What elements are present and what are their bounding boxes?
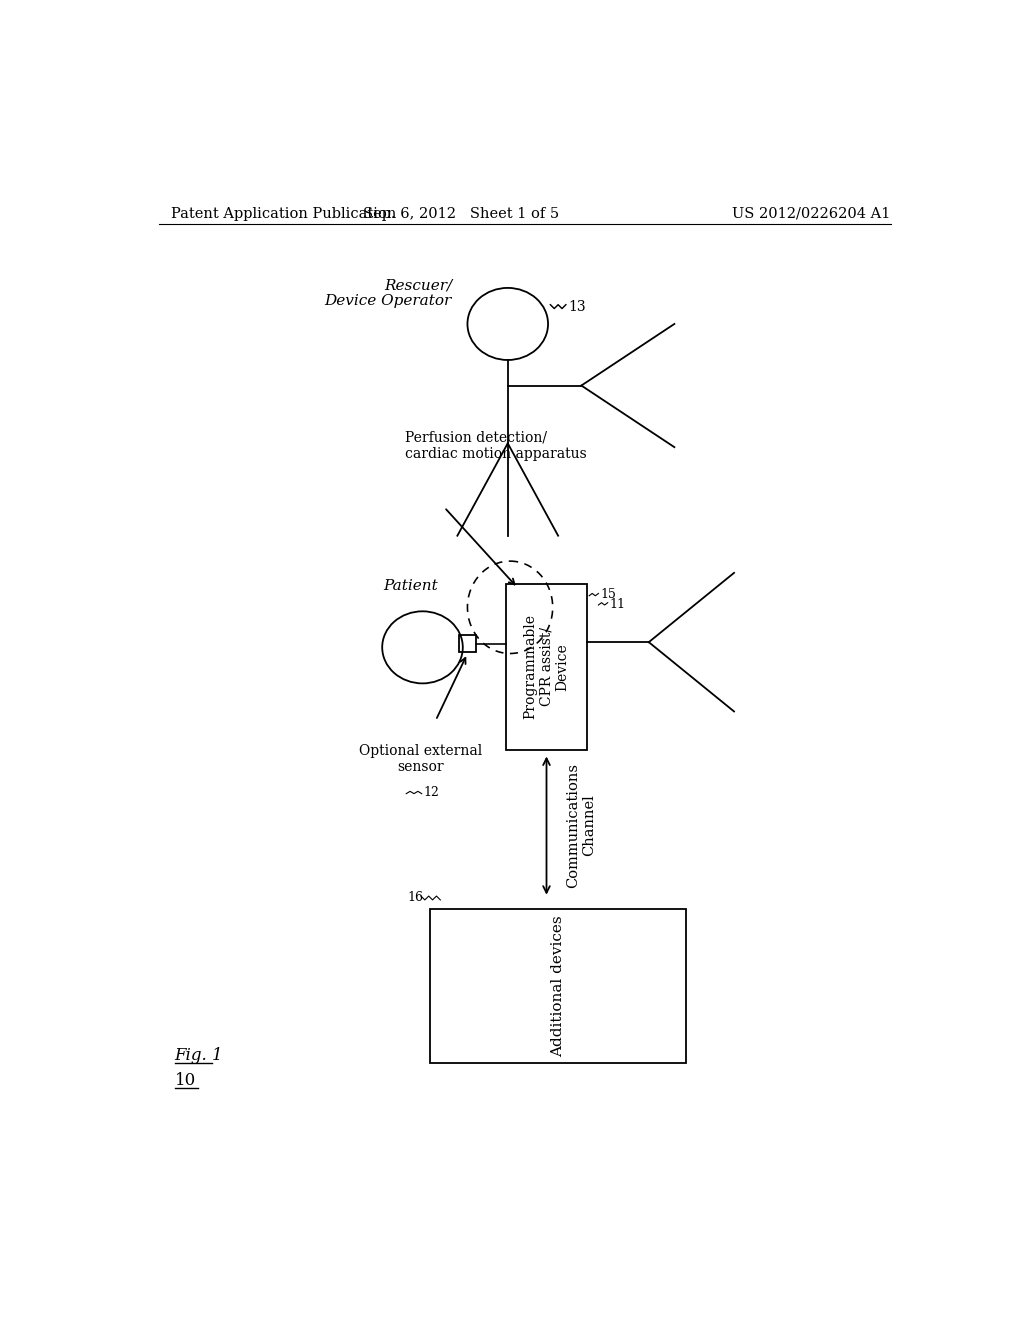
Text: Communications
Channel: Communications Channel [566, 763, 596, 888]
Text: 16: 16 [407, 891, 423, 904]
Text: Sep. 6, 2012   Sheet 1 of 5: Sep. 6, 2012 Sheet 1 of 5 [364, 207, 559, 220]
Text: Perfusion detection/
cardiac motion apparatus: Perfusion detection/ cardiac motion appa… [406, 430, 587, 461]
Text: Patient: Patient [384, 578, 438, 593]
Text: 15: 15 [600, 589, 615, 602]
Text: 13: 13 [568, 300, 586, 314]
Text: 12: 12 [423, 787, 439, 800]
Text: 11: 11 [609, 598, 626, 611]
Text: Rescuer/
Device Operator: Rescuer/ Device Operator [325, 279, 452, 309]
Text: Additional devices: Additional devices [551, 915, 565, 1057]
Text: 10: 10 [174, 1072, 196, 1089]
Bar [459, 635, 476, 652]
Text: US 2012/0226204 A1: US 2012/0226204 A1 [732, 207, 891, 220]
Bar [430, 909, 686, 1063]
Text: Patent Application Publication: Patent Application Publication [171, 207, 396, 220]
Text: Programmable
CPR assist/
Device: Programmable CPR assist/ Device [523, 615, 569, 719]
Text: Optional external
sensor: Optional external sensor [358, 744, 482, 774]
Bar [506, 585, 587, 750]
Text: Fig. 1: Fig. 1 [174, 1047, 223, 1064]
